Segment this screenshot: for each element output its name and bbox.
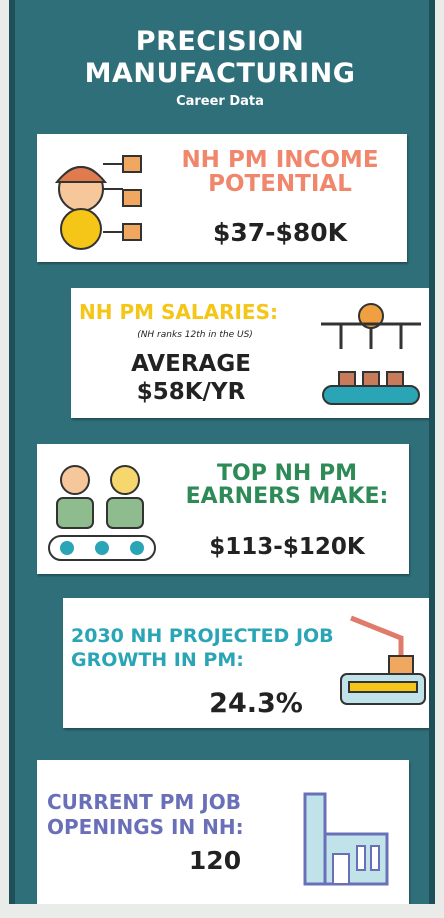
machine-icon: [340, 615, 426, 705]
worker-icon: [54, 155, 142, 250]
card-note: (NH ranks 12th in the US): [137, 330, 253, 340]
workers-icon: [48, 465, 156, 561]
card-heading: NH PM INCOME POTENTIAL: [181, 147, 379, 198]
card-value: $113-$120K: [209, 534, 365, 560]
card-value: AVERAGE $58K/YR: [131, 351, 251, 405]
card: NH PM SALARIES: (NH ranks 12th in the US…: [71, 288, 429, 418]
robot-arm-icon: [321, 303, 421, 405]
card-heading: 2030 NH PROJECTED JOB GROWTH IN PM:: [71, 625, 334, 671]
card-value: 24.3%: [209, 688, 303, 719]
infographic: PRECISION MANUFACTURING Career Data NH P…: [9, 0, 435, 904]
card-heading: TOP NH PM EARNERS MAKE:: [185, 461, 389, 510]
title: PRECISION MANUFACTURING: [84, 26, 356, 89]
card-value: $37-$80K: [212, 218, 348, 247]
card: 2030 NH PROJECTED JOB GROWTH IN PM: 24.3…: [63, 598, 429, 728]
card: CURRENT PM JOB OPENINGS IN NH: 120: [37, 760, 409, 904]
factory-icon: [303, 792, 389, 886]
card-heading: NH PM SALARIES:: [79, 300, 278, 324]
card-value: 120: [188, 846, 242, 875]
card-heading: CURRENT PM JOB OPENINGS IN NH:: [47, 790, 244, 839]
card: NH PM INCOME POTENTIAL $37-$80K: [37, 134, 407, 262]
subtitle: Career Data: [176, 94, 264, 109]
card: TOP NH PM EARNERS MAKE: $113-$120K: [37, 444, 409, 574]
